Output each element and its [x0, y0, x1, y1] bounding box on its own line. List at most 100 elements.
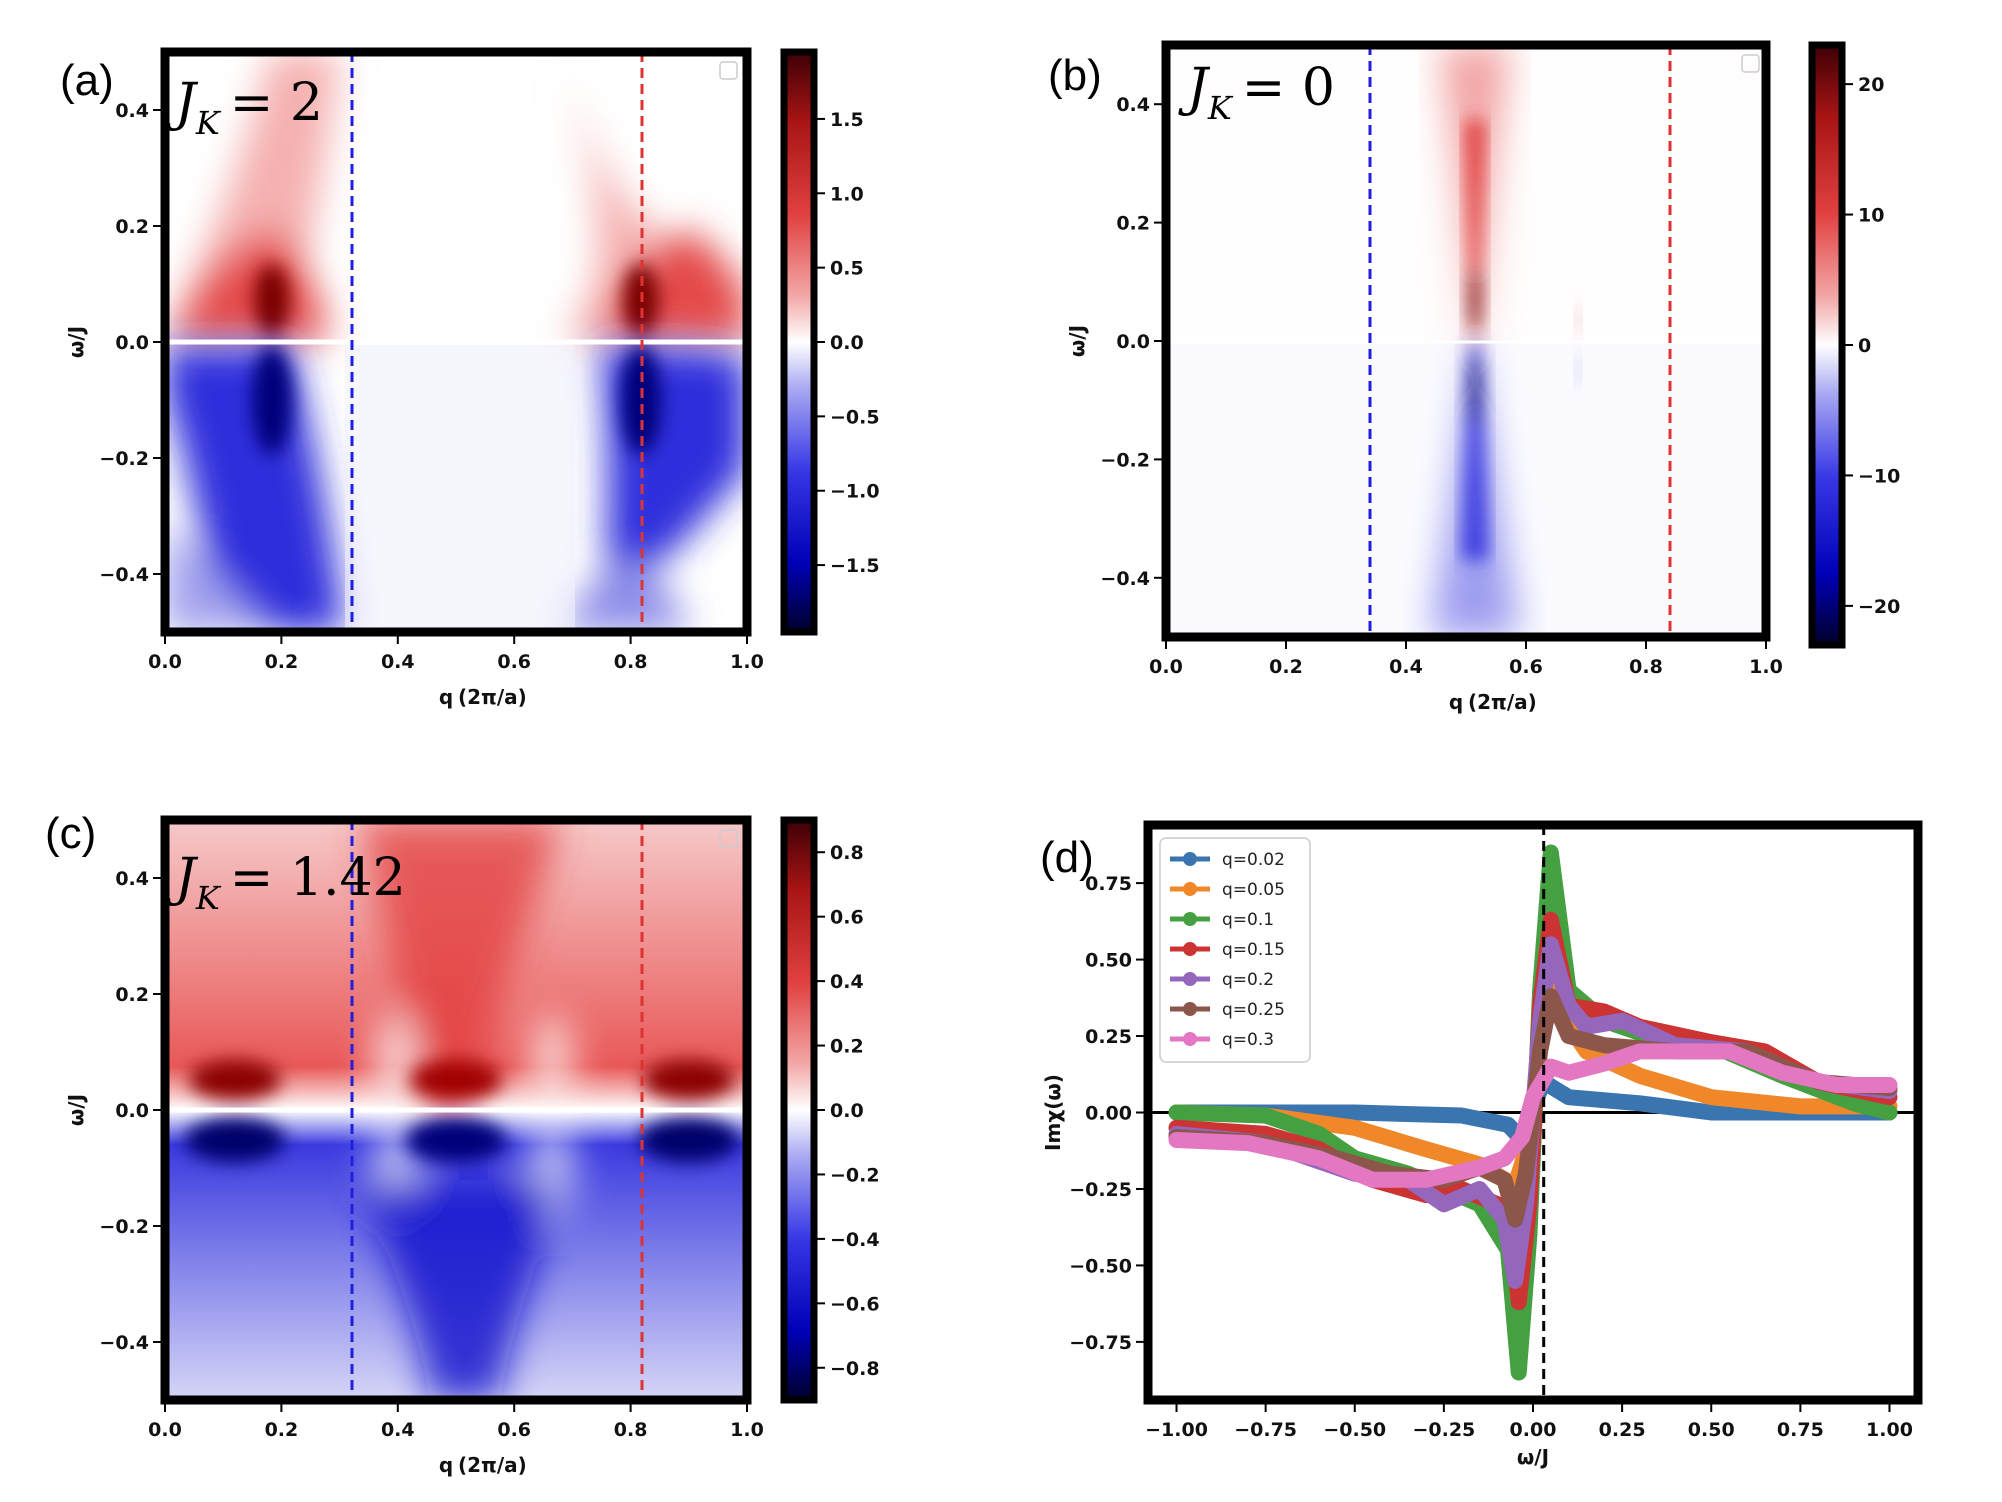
- panel-a-letter: (a): [60, 56, 114, 105]
- legend-label: q=0.02: [1222, 850, 1285, 870]
- x-tick-label: 0.8: [614, 651, 648, 673]
- panel-a-annotation: JK = 2: [166, 73, 323, 142]
- legend-marker: [1183, 1002, 1197, 1016]
- x-tick-label: 0.8: [614, 1419, 648, 1441]
- x-tick-label: 0.0: [1149, 656, 1183, 678]
- x-tick-label: 0.4: [1389, 656, 1423, 678]
- x-tick-label: 0.25: [1599, 1419, 1646, 1441]
- x-tick-label: 1.0: [730, 1419, 764, 1441]
- axes-a: 0.0 0.2 0.4 0.6 0.8 1.0 0.4 0.2 0.0 −0.2 −0.4 q (2π/…: [64, 100, 764, 709]
- x-tick-label: 0.4: [381, 1419, 415, 1441]
- colorbar-tick-label: 0.2: [830, 1036, 864, 1058]
- y-tick-label: 0.50: [1085, 950, 1132, 972]
- legend-marker: [1183, 852, 1197, 866]
- x-tick-label: 0.6: [497, 651, 531, 673]
- y-tick-label: 0.2: [1116, 213, 1150, 235]
- colorbar-tick-label: 0.5: [830, 258, 864, 280]
- x-tick-label: 0.0: [148, 1419, 182, 1441]
- legend-item: q=0.3: [1170, 1030, 1274, 1050]
- x-tick-label: 0.2: [265, 1419, 299, 1441]
- legend-item: q=0.25: [1170, 1000, 1285, 1020]
- series-line: [1168, 1043, 1898, 1188]
- y-axis-label: Imχ(ω): [1041, 1074, 1065, 1151]
- x-axis-label-unit: (2π/a): [458, 1453, 527, 1477]
- legend-label: q=0.2: [1222, 970, 1274, 990]
- panel-c: JK = 1.42 (c) 0.0 0.2 0.4 0.6 0.8 1.00.40.20.0…: [45, 809, 880, 1477]
- y-axis-label: ω/J: [64, 326, 88, 358]
- x-tick-label: −0.75: [1234, 1419, 1297, 1441]
- y-tick-label: 0.0: [115, 1100, 149, 1122]
- colorbar-tick-label: −20: [1858, 596, 1900, 618]
- legend-marker: [1183, 972, 1197, 986]
- colorbar-tick-label: 0.0: [830, 332, 864, 354]
- legend-item: q=0.15: [1170, 940, 1285, 960]
- y-tick-label: −0.50: [1069, 1255, 1132, 1277]
- y-tick-label: 0.00: [1085, 1103, 1132, 1125]
- x-tick-label: 0.4: [381, 651, 415, 673]
- legend-marker: [1183, 942, 1197, 956]
- colorbar-tick-label: 1.0: [830, 183, 864, 205]
- y-axis-label: ω/J: [1065, 325, 1089, 357]
- x-tick-label: 0.75: [1777, 1419, 1824, 1441]
- colorbar-tick-label: −0.8: [830, 1358, 880, 1380]
- legend-label: q=0.3: [1222, 1030, 1274, 1050]
- x-axis-label: q: [439, 685, 453, 709]
- x-axis-label: q: [1449, 690, 1463, 714]
- x-axis-label: q: [439, 1453, 453, 1477]
- colorbar-tick-label: −10: [1858, 465, 1900, 487]
- x-tick-label: 1.00: [1866, 1419, 1913, 1441]
- x-tick-label: 0.2: [1269, 656, 1303, 678]
- y-tick-label: 0.25: [1085, 1026, 1132, 1048]
- y-tick-label: 0.75: [1085, 873, 1132, 895]
- x-tick-label: 0.6: [1509, 656, 1543, 678]
- axes-b: 0.0 0.2 0.4 0.6 0.8 1.0 0.4 0.2 0.0 −0.2 −0.4 q (2π/…: [1065, 94, 1783, 714]
- panel-d-letter: (d): [1040, 833, 1094, 882]
- colorbar-tick-label: 1.5: [830, 109, 864, 131]
- legend-item: q=0.2: [1170, 970, 1274, 990]
- legend-marker: [1183, 1032, 1197, 1046]
- x-tick-label: 0.2: [265, 651, 299, 673]
- legend-item: q=0.1: [1170, 910, 1274, 930]
- colorbar-tick-label: 10: [1858, 205, 1884, 227]
- colorbar-tick-label: 20: [1858, 74, 1884, 96]
- x-tick-label: −0.50: [1323, 1419, 1386, 1441]
- panel-a: JK = 2 (a) 0.0 0.2 0.4 0.6 0.8 1.0 0.4 0.2 0.0 −0.…: [60, 47, 880, 709]
- y-tick-label: −0.2: [1100, 449, 1150, 471]
- x-tick-label: 0.00: [1510, 1419, 1557, 1441]
- colorbar-tick-label: −0.6: [830, 1293, 880, 1315]
- x-axis-label-unit: (2π/a): [458, 685, 527, 709]
- y-tick-label: −0.4: [99, 1332, 149, 1354]
- y-tick-label: −0.4: [99, 564, 149, 586]
- colorbar-tick-label: −0.4: [830, 1229, 880, 1251]
- colorbar-c-ticks: 0.8 0.6 0.4 0.2 0.0 −0.2 −0.4 −0.6 −0.8: [817, 842, 880, 1380]
- axes-c: 0.0 0.2 0.4 0.6 0.8 1.0 0.4 0.2 0.0 −0.2 −0.4 q (2π/…: [64, 868, 764, 1477]
- y-tick-label: 0.4: [1116, 94, 1150, 116]
- x-tick-label: 0.0: [148, 651, 182, 673]
- legend-label: q=0.15: [1222, 940, 1285, 960]
- x-tick-label: 1.0: [730, 651, 764, 673]
- legend-box: [1159, 837, 1311, 1063]
- colorbar-b: [1808, 41, 1846, 649]
- y-tick-label: 0.2: [115, 216, 149, 238]
- y-tick-label: −0.2: [99, 1216, 149, 1238]
- x-tick-label: 1.0: [1749, 656, 1783, 678]
- colorbar-tick-label: 0.0: [830, 1100, 864, 1122]
- x-tick-label: −1.00: [1145, 1419, 1208, 1441]
- y-tick-label: 0.4: [115, 868, 149, 890]
- panel-b-annotation: JK = 0: [1178, 58, 1335, 127]
- legend-label: q=0.1: [1222, 910, 1274, 930]
- panel-d: (d) −1.00 −0.75 −0.50 −0.25 0.00 0.25 0.50 0.75…: [1040, 820, 1923, 1469]
- panel-c-annotation: JK = 1.42: [166, 848, 406, 917]
- legend-marker: [1183, 912, 1197, 926]
- x-tick-label: −0.25: [1412, 1419, 1475, 1441]
- y-axis-label: ω/J: [64, 1094, 88, 1126]
- colorbar-b-ticks: 20 10 0 −10 −20: [1845, 74, 1900, 618]
- legend-label: q=0.25: [1222, 1000, 1285, 1020]
- legend-marker: [1183, 882, 1197, 896]
- panel-d-plot: [1148, 825, 1918, 1400]
- y-tick-label: −0.2: [99, 448, 149, 470]
- x-axis-label: ω/J: [1517, 1445, 1549, 1469]
- legend-label: q=0.05: [1222, 880, 1285, 900]
- panel-b: JK = 0 (b) 0.0 0.2 0.4 0.6 0.8 1.0 0.4 0.2 0.0 −0.…: [1048, 40, 1900, 714]
